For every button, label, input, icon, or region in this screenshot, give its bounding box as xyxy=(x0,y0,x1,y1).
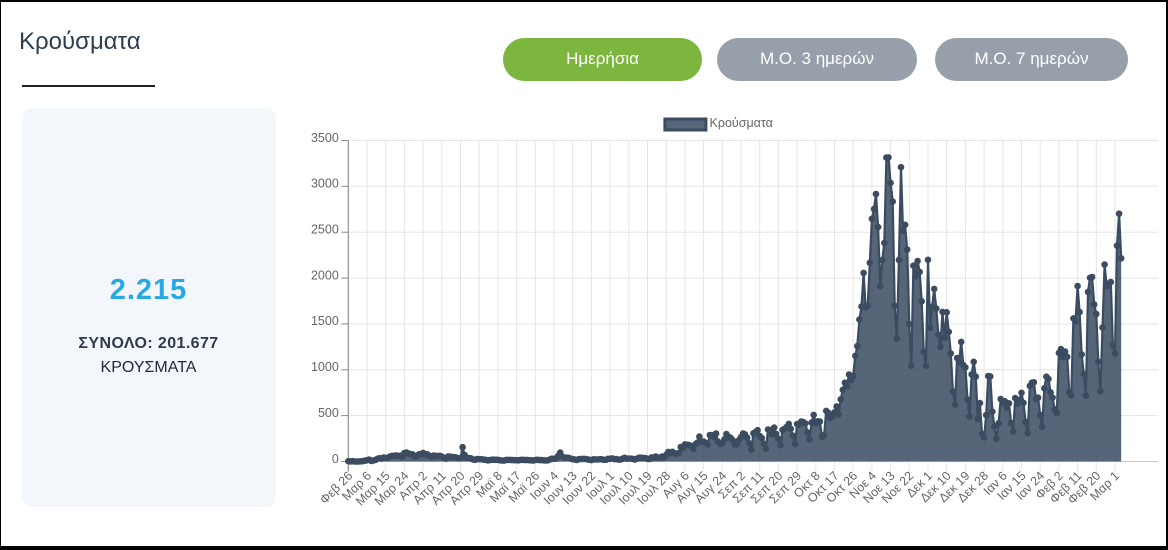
svg-text:2500: 2500 xyxy=(311,223,339,237)
svg-text:500: 500 xyxy=(318,406,339,420)
svg-text:0: 0 xyxy=(332,452,339,466)
svg-text:3500: 3500 xyxy=(311,131,339,145)
svg-text:3000: 3000 xyxy=(311,177,339,191)
svg-text:1000: 1000 xyxy=(311,360,339,374)
svg-text:1500: 1500 xyxy=(311,314,339,328)
svg-text:2000: 2000 xyxy=(311,268,339,282)
svg-text:Κρούσματα: Κρούσματα xyxy=(710,116,773,130)
